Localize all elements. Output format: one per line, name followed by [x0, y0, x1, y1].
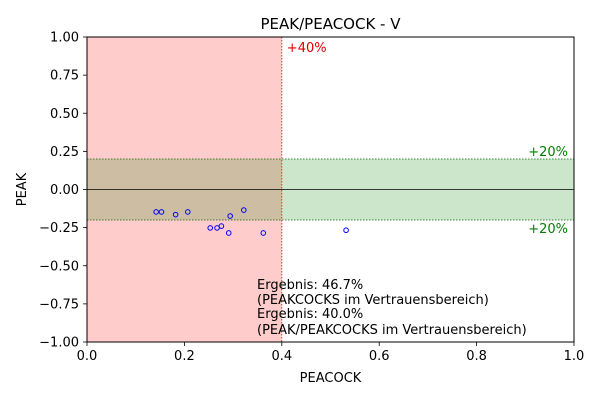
chart-title: PEAK/PEACOCK - V: [261, 15, 402, 33]
reference-lines-layer: [87, 37, 574, 342]
data-point: [172, 211, 179, 218]
y-tick-label: −0.50: [39, 259, 79, 274]
y-tick-label: 0.75: [50, 69, 79, 84]
x-tick-label: 0.8: [466, 349, 487, 364]
result-line-2: (PEAKCOCKS im Vertrauensbereich): [257, 293, 489, 308]
y-tick-label: −0.25: [39, 221, 79, 236]
vline-label: +40%: [287, 41, 327, 56]
x-axis-label: PEACOCK: [300, 371, 362, 386]
y-axis-label: PEAK: [15, 172, 30, 206]
data-point: [227, 213, 233, 219]
result-line-3: Ergebnis: 40.0%: [257, 307, 363, 322]
lower-band-label: +20%: [528, 222, 568, 237]
y-tick-label: 0.25: [50, 145, 79, 160]
data-points-layer: [153, 207, 349, 236]
data-point: [225, 230, 232, 236]
x-tick-label: 0.4: [271, 349, 292, 364]
result-line-1: Ergebnis: 46.7%: [257, 278, 363, 293]
y-tick-label: 1.00: [50, 31, 79, 46]
data-point: [241, 207, 247, 213]
data-point: [207, 225, 214, 231]
x-tick-label: 0.6: [369, 349, 390, 364]
data-point: [153, 209, 159, 215]
data-point: [218, 223, 225, 229]
x-tick-label: 0.2: [174, 349, 195, 364]
x-tick-label: 1.0: [564, 349, 585, 364]
y-tick-label: 0.00: [50, 183, 79, 198]
y-axis-ticks: 1.00 0.75 0.50 0.25 0.00 −0.25 −0.50 −0.75 −1.00: [39, 31, 87, 351]
x-axis-ticks: 0.0 0.2 0.4 0.6 0.8 1.0: [77, 342, 585, 364]
data-point: [158, 209, 165, 215]
upper-band-label: +20%: [528, 145, 568, 160]
y-tick-label: −1.00: [39, 336, 79, 351]
y-tick-label: 0.50: [50, 107, 79, 122]
data-point: [343, 227, 349, 234]
result-text-block: Ergebnis: 46.7% (PEAKCOCKS im Vertrauens…: [257, 278, 527, 338]
result-line-4: (PEAK/PEAKCOCKS im Vertrauensbereich): [257, 323, 527, 338]
data-point: [260, 230, 267, 236]
y-tick-label: −0.75: [39, 297, 79, 312]
x-tick-label: 0.0: [77, 349, 98, 364]
data-point: [185, 209, 191, 215]
